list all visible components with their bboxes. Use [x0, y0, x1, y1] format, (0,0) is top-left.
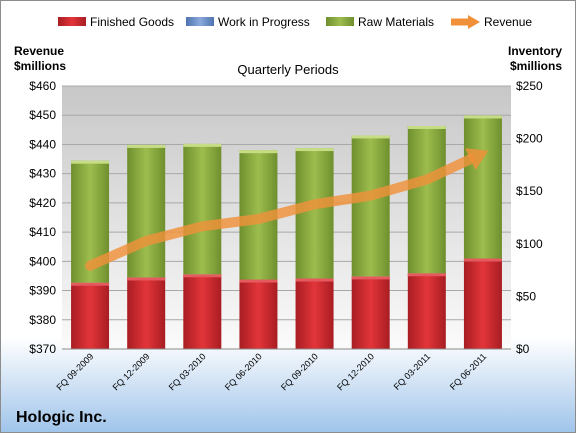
- left-axis-ticks: $370 $380 $390 $400 $410 $420 $430 $440 $450 $460: [29, 79, 56, 356]
- legend-item-revenue: Revenue: [451, 15, 532, 29]
- chart-title: Quarterly Periods: [237, 62, 339, 77]
- legend-item-raw-materials: Raw Materials: [326, 15, 434, 29]
- legend-label-work-in-progress: Work in Progress: [218, 15, 310, 29]
- right-axis-tick-label: $100: [516, 237, 543, 251]
- legend-swatch-work-in-progress: [186, 17, 214, 26]
- bar-top-finished-goods: [183, 274, 222, 278]
- bars: [71, 115, 502, 349]
- right-axis-tick-label: $150: [516, 184, 543, 198]
- right-axis-tick-label: $250: [516, 79, 543, 93]
- left-axis-label-line2: $millions: [14, 59, 66, 73]
- legend-item-work-in-progress: Work in Progress: [186, 15, 310, 29]
- bar-top-finished-goods: [71, 282, 110, 286]
- bar-top-raw-materials: [351, 135, 390, 139]
- bar-raw-materials: [351, 135, 390, 277]
- right-axis-tick-label: $0: [516, 342, 530, 356]
- right-axis-tick-label: $200: [516, 132, 543, 146]
- legend-label-finished-goods: Finished Goods: [90, 15, 174, 29]
- bar-finished-goods: [463, 258, 502, 349]
- bar-finished-goods: [127, 277, 166, 349]
- bar-finished-goods: [407, 273, 446, 349]
- bar-top-finished-goods: [239, 279, 278, 283]
- bar-raw-materials: [183, 143, 222, 275]
- bar-finished-goods: [71, 282, 110, 349]
- right-axis-label-line1: Inventory: [508, 44, 562, 58]
- bar-top-finished-goods: [127, 277, 166, 281]
- legend-item-finished-goods: Finished Goods: [58, 15, 174, 29]
- bar-top-raw-materials: [407, 125, 446, 129]
- bar-top-raw-materials: [295, 148, 334, 152]
- left-axis-tick-label: $370: [29, 342, 56, 356]
- legend-label-raw-materials: Raw Materials: [358, 15, 434, 29]
- left-axis-tick-label: $420: [29, 196, 56, 210]
- bar-top-raw-materials: [463, 115, 502, 119]
- left-axis-tick-label: $450: [29, 108, 56, 122]
- legend-label-revenue: Revenue: [484, 15, 532, 29]
- bar-top-raw-materials: [127, 144, 166, 148]
- left-axis-tick-label: $400: [29, 254, 56, 268]
- bar-top-finished-goods: [463, 258, 502, 262]
- revenue-line: [85, 154, 476, 271]
- bar-finished-goods: [295, 278, 334, 349]
- legend-swatch-raw-materials: [326, 17, 354, 26]
- legend: Finished Goods Work in Progress Raw Mate…: [58, 15, 532, 29]
- bar-finished-goods: [183, 274, 222, 349]
- bar-raw-materials: [407, 125, 446, 274]
- legend-swatch-finished-goods: [58, 17, 86, 26]
- left-axis-tick-label: $430: [29, 167, 56, 181]
- bar-raw-materials: [127, 144, 166, 278]
- revenue-arrowhead: [465, 148, 489, 170]
- left-axis-tick-label: $410: [29, 225, 56, 239]
- bar-top-raw-materials: [239, 150, 278, 154]
- left-axis-tick-label: $440: [29, 137, 56, 151]
- left-axis-tick-label: $380: [29, 313, 56, 327]
- bar-finished-goods: [351, 276, 390, 349]
- right-axis-label-line2: $millions: [510, 59, 562, 73]
- legend-arrow-revenue: [468, 15, 480, 29]
- bar-top-finished-goods: [295, 278, 334, 282]
- bar-finished-goods: [239, 279, 278, 349]
- left-axis-label-line1: Revenue: [14, 44, 64, 58]
- bar-raw-materials: [295, 148, 334, 279]
- company-name: Hologic Inc.: [16, 409, 107, 426]
- right-axis-tick-label: $50: [516, 289, 536, 303]
- bar-top-finished-goods: [407, 273, 446, 277]
- left-axis-tick-label: $460: [29, 79, 56, 93]
- bar-top-finished-goods: [351, 276, 390, 280]
- bar-top-raw-materials: [183, 143, 222, 147]
- right-axis-ticks: $0 $50 $100 $150 $200 $250: [516, 79, 543, 356]
- bar-raw-materials: [463, 115, 502, 259]
- left-axis-tick-label: $390: [29, 284, 56, 298]
- bar-top-raw-materials: [71, 160, 110, 164]
